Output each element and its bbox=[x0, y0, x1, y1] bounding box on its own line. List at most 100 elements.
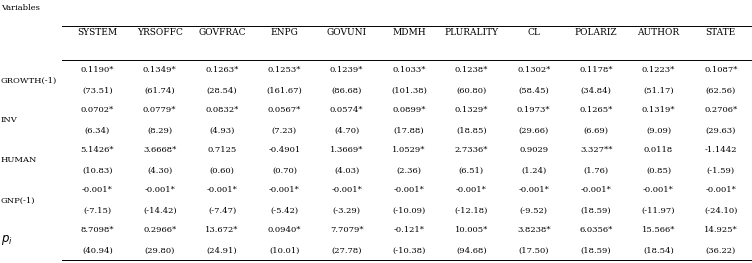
Text: 0.1349*: 0.1349* bbox=[143, 67, 177, 74]
Text: (4.30): (4.30) bbox=[147, 166, 172, 174]
Text: 1.3669*: 1.3669* bbox=[330, 146, 363, 154]
Text: 0.1265*: 0.1265* bbox=[580, 107, 613, 114]
Text: (10.83): (10.83) bbox=[82, 166, 113, 174]
Text: -0.001*: -0.001* bbox=[393, 186, 425, 194]
Text: (1.76): (1.76) bbox=[584, 166, 608, 174]
Text: (62.56): (62.56) bbox=[705, 87, 736, 94]
Text: 0.9029: 0.9029 bbox=[519, 146, 548, 154]
Text: GOVFRAC: GOVFRAC bbox=[199, 28, 246, 37]
Text: (18.59): (18.59) bbox=[581, 206, 611, 214]
Text: (-5.42): (-5.42) bbox=[270, 206, 299, 214]
Text: 0.2966*: 0.2966* bbox=[143, 226, 176, 234]
Text: (161.67): (161.67) bbox=[266, 87, 302, 94]
Text: 0.2706*: 0.2706* bbox=[704, 107, 738, 114]
Text: 0.1973*: 0.1973* bbox=[517, 107, 550, 114]
Text: -1.1442: -1.1442 bbox=[705, 146, 737, 154]
Text: 0.0940*: 0.0940* bbox=[268, 226, 301, 234]
Text: 0.1319*: 0.1319* bbox=[641, 107, 675, 114]
Text: 6.0356*: 6.0356* bbox=[580, 226, 613, 234]
Text: (29.66): (29.66) bbox=[519, 127, 549, 134]
Text: (-14.42): (-14.42) bbox=[143, 206, 177, 214]
Text: 0.1178*: 0.1178* bbox=[579, 67, 613, 74]
Text: (0.60): (0.60) bbox=[210, 166, 235, 174]
Text: (-10.09): (-10.09) bbox=[393, 206, 426, 214]
Text: (4.70): (4.70) bbox=[334, 127, 359, 134]
Text: 7.7079*: 7.7079* bbox=[330, 226, 363, 234]
Text: (-24.10): (-24.10) bbox=[704, 206, 738, 214]
Text: (29.80): (29.80) bbox=[144, 246, 175, 254]
Text: (60.80): (60.80) bbox=[456, 87, 487, 94]
Text: (24.91): (24.91) bbox=[207, 246, 238, 254]
Text: (18.85): (18.85) bbox=[456, 127, 487, 134]
Text: MDMH: MDMH bbox=[393, 28, 426, 37]
Text: (73.51): (73.51) bbox=[82, 87, 113, 94]
Text: 0.1087*: 0.1087* bbox=[704, 67, 738, 74]
Text: Variables: Variables bbox=[1, 4, 40, 12]
Text: -0.001*: -0.001* bbox=[207, 186, 238, 194]
Text: (17.88): (17.88) bbox=[394, 127, 424, 134]
Text: 0.0899*: 0.0899* bbox=[393, 107, 426, 114]
Text: 3.6668*: 3.6668* bbox=[143, 146, 177, 154]
Text: 0.0779*: 0.0779* bbox=[143, 107, 177, 114]
Text: (-7.47): (-7.47) bbox=[208, 206, 236, 214]
Text: INV: INV bbox=[1, 117, 17, 124]
Text: GOVUNI: GOVUNI bbox=[326, 28, 367, 37]
Text: YRSOFFC: YRSOFFC bbox=[137, 28, 183, 37]
Text: 0.7125: 0.7125 bbox=[208, 146, 237, 154]
Text: 0.0118: 0.0118 bbox=[644, 146, 673, 154]
Text: (-10.38): (-10.38) bbox=[393, 246, 426, 254]
Text: 15.566*: 15.566* bbox=[641, 226, 675, 234]
Text: SYSTEM: SYSTEM bbox=[77, 28, 117, 37]
Text: 3.327**: 3.327** bbox=[580, 146, 612, 154]
Text: -0.001*: -0.001* bbox=[518, 186, 549, 194]
Text: 0.0574*: 0.0574* bbox=[330, 107, 363, 114]
Text: 0.1302*: 0.1302* bbox=[517, 67, 550, 74]
Text: (-7.15): (-7.15) bbox=[83, 206, 111, 214]
Text: (-3.29): (-3.29) bbox=[332, 206, 361, 214]
Text: -0.001*: -0.001* bbox=[643, 186, 674, 194]
Text: (58.45): (58.45) bbox=[518, 87, 549, 94]
Text: POLARIZ: POLARIZ bbox=[575, 28, 617, 37]
Text: (29.63): (29.63) bbox=[705, 127, 736, 134]
Text: 14.925*: 14.925* bbox=[704, 226, 738, 234]
Text: (2.36): (2.36) bbox=[396, 166, 422, 174]
Text: 8.7098*: 8.7098* bbox=[80, 226, 114, 234]
Text: (6.69): (6.69) bbox=[584, 127, 608, 134]
Text: 10.005*: 10.005* bbox=[455, 226, 488, 234]
Text: PLURALITY: PLURALITY bbox=[444, 28, 499, 37]
Text: (28.54): (28.54) bbox=[207, 87, 238, 94]
Text: (-1.59): (-1.59) bbox=[707, 166, 735, 174]
Text: 0.1238*: 0.1238* bbox=[455, 67, 488, 74]
Text: -0.001*: -0.001* bbox=[456, 186, 487, 194]
Text: (40.94): (40.94) bbox=[82, 246, 113, 254]
Text: (27.78): (27.78) bbox=[332, 246, 362, 254]
Text: (-12.18): (-12.18) bbox=[455, 206, 488, 214]
Text: $p_i$: $p_i$ bbox=[1, 233, 13, 247]
Text: (4.03): (4.03) bbox=[334, 166, 359, 174]
Text: -0.001*: -0.001* bbox=[82, 186, 113, 194]
Text: (36.22): (36.22) bbox=[705, 246, 736, 254]
Text: STATE: STATE bbox=[705, 28, 736, 37]
Text: (34.84): (34.84) bbox=[581, 87, 611, 94]
Text: (86.68): (86.68) bbox=[332, 87, 362, 94]
Text: 0.1033*: 0.1033* bbox=[393, 67, 426, 74]
Text: 0.1329*: 0.1329* bbox=[455, 107, 488, 114]
Text: CL: CL bbox=[527, 28, 540, 37]
Text: -0.001*: -0.001* bbox=[269, 186, 300, 194]
Text: (61.74): (61.74) bbox=[144, 87, 175, 94]
Text: (-9.52): (-9.52) bbox=[520, 206, 547, 214]
Text: (8.29): (8.29) bbox=[147, 127, 172, 134]
Text: (17.50): (17.50) bbox=[519, 246, 549, 254]
Text: 2.7336*: 2.7336* bbox=[455, 146, 488, 154]
Text: (9.09): (9.09) bbox=[646, 127, 671, 134]
Text: -0.001*: -0.001* bbox=[144, 186, 175, 194]
Text: (-11.97): (-11.97) bbox=[641, 206, 675, 214]
Text: 0.0832*: 0.0832* bbox=[205, 107, 238, 114]
Text: -0.001*: -0.001* bbox=[581, 186, 611, 194]
Text: (0.85): (0.85) bbox=[646, 166, 671, 174]
Text: 3.8238*: 3.8238* bbox=[517, 226, 550, 234]
Text: AUTHOR: AUTHOR bbox=[638, 28, 680, 37]
Text: (94.68): (94.68) bbox=[456, 246, 487, 254]
Text: GROWTH(-1): GROWTH(-1) bbox=[1, 77, 57, 84]
Text: (10.01): (10.01) bbox=[269, 246, 299, 254]
